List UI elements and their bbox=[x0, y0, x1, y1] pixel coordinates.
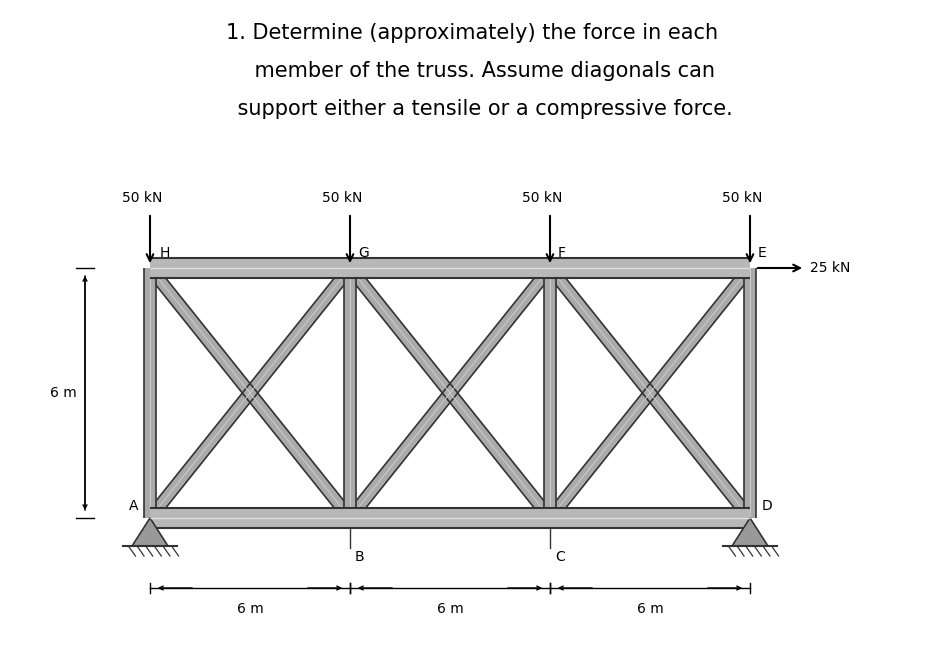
Text: F: F bbox=[557, 246, 565, 260]
Text: 6 m: 6 m bbox=[436, 602, 463, 616]
Text: member of the truss. Assume diagonals can: member of the truss. Assume diagonals ca… bbox=[228, 61, 715, 81]
Polygon shape bbox=[345, 264, 554, 522]
Polygon shape bbox=[544, 268, 555, 518]
Text: support either a tensile or a compressive force.: support either a tensile or a compressiv… bbox=[211, 99, 733, 119]
Polygon shape bbox=[545, 264, 754, 522]
Text: 6 m: 6 m bbox=[636, 602, 663, 616]
Text: 50 kN: 50 kN bbox=[721, 191, 762, 205]
Text: 50 kN: 50 kN bbox=[322, 191, 362, 205]
Polygon shape bbox=[545, 264, 754, 522]
Polygon shape bbox=[732, 518, 767, 546]
Text: H: H bbox=[160, 246, 170, 260]
Polygon shape bbox=[132, 518, 168, 546]
Polygon shape bbox=[145, 264, 354, 522]
Text: 50 kN: 50 kN bbox=[122, 191, 162, 205]
Polygon shape bbox=[143, 268, 156, 518]
Text: 6 m: 6 m bbox=[236, 602, 263, 616]
Polygon shape bbox=[150, 258, 750, 278]
Polygon shape bbox=[344, 268, 356, 518]
Polygon shape bbox=[345, 264, 554, 522]
Text: C: C bbox=[554, 550, 565, 564]
Text: A: A bbox=[128, 499, 138, 513]
Text: D: D bbox=[761, 499, 772, 513]
Text: 6 m: 6 m bbox=[50, 386, 76, 400]
Polygon shape bbox=[145, 264, 354, 522]
Text: B: B bbox=[355, 550, 364, 564]
Polygon shape bbox=[743, 268, 755, 518]
Text: 25 kN: 25 kN bbox=[809, 261, 850, 275]
Text: G: G bbox=[358, 246, 368, 260]
Text: 50 kN: 50 kN bbox=[521, 191, 562, 205]
Polygon shape bbox=[150, 508, 750, 528]
Text: E: E bbox=[757, 246, 766, 260]
Text: 1. Determine (approximately) the force in each: 1. Determine (approximately) the force i… bbox=[226, 23, 717, 43]
